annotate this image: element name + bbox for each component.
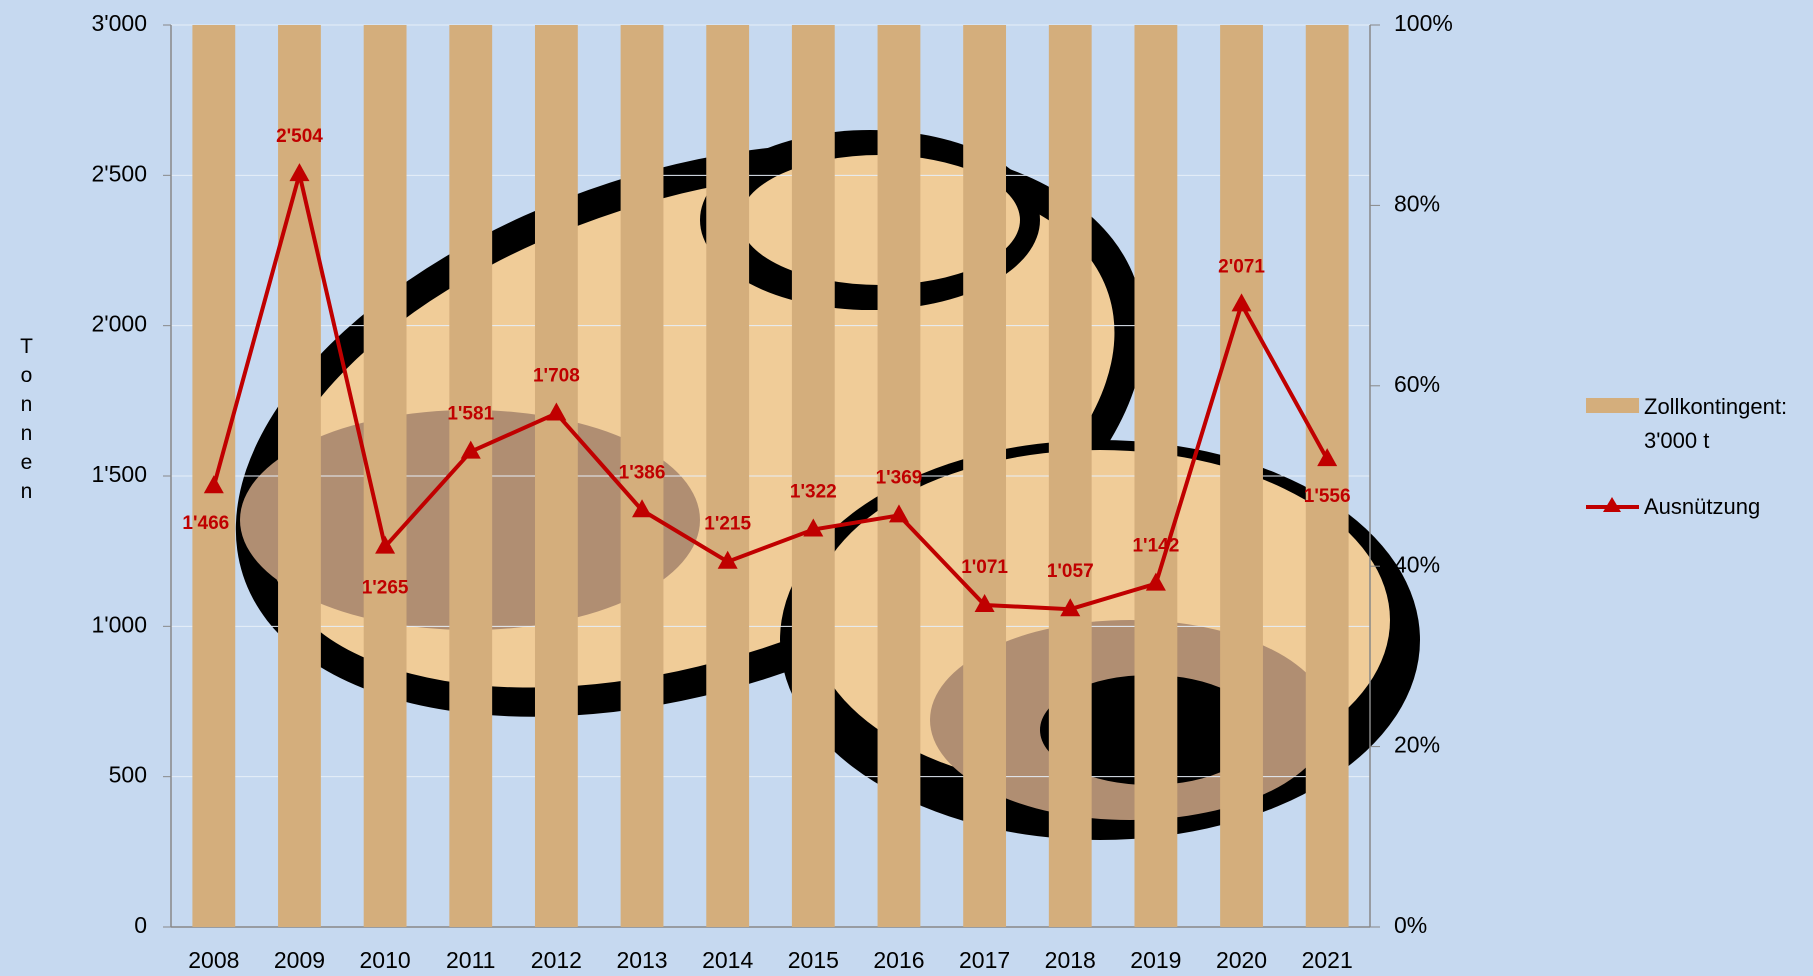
- x-tick-label: 2010: [360, 947, 411, 973]
- marker: [888, 504, 909, 523]
- legend-swatch: [1603, 497, 1621, 512]
- y2-tick-label: 0%: [1394, 912, 1427, 938]
- y-tick-label: 500: [109, 762, 147, 788]
- marker: [1231, 293, 1252, 312]
- marker: [460, 440, 481, 459]
- x-tick-label: 2019: [1130, 947, 1181, 973]
- marker: [632, 499, 653, 518]
- data-label: 1'265: [362, 578, 409, 599]
- marker: [717, 550, 738, 569]
- bar: [1134, 25, 1178, 927]
- data-label: 1'057: [1047, 561, 1094, 582]
- data-label: 2'071: [1218, 256, 1265, 277]
- line: [211, 173, 1329, 612]
- legend-label: Ausnützung: [1644, 494, 1761, 519]
- data-label: 1'142: [1132, 536, 1179, 557]
- x-tick-label: 2016: [873, 947, 924, 973]
- x-tick-label: 2014: [702, 947, 753, 973]
- bar: [877, 25, 921, 927]
- bar: [620, 25, 664, 927]
- y-tick-label: 1'500: [91, 461, 147, 487]
- bar: [1048, 25, 1092, 927]
- data-label: 1'708: [533, 365, 580, 386]
- x-tick-label: 2015: [788, 947, 839, 973]
- marker: [203, 475, 224, 494]
- y-axis-label: Tonnen: [15, 335, 38, 509]
- marker: [1317, 448, 1338, 467]
- bar: [534, 25, 578, 927]
- data-label: 1'369: [876, 467, 923, 488]
- x-tick-label: 2011: [446, 947, 495, 973]
- y-tick-label: 2'500: [91, 160, 147, 186]
- marker: [375, 535, 396, 554]
- x-tick-label: 2018: [1045, 947, 1096, 973]
- marker: [1145, 572, 1166, 591]
- y2-tick-label: 80%: [1394, 190, 1440, 216]
- marker: [974, 593, 995, 612]
- bar: [278, 25, 321, 927]
- bar: [963, 25, 1007, 927]
- data-label: 2'504: [276, 126, 323, 147]
- x-tick-label: 2017: [959, 947, 1010, 973]
- bar: [1305, 25, 1349, 927]
- bar: [706, 25, 750, 927]
- marker: [1060, 598, 1081, 617]
- data-label: 1'466: [182, 513, 229, 534]
- legend-label: Zollkontingent: 3'000 t: [1644, 394, 1788, 453]
- marker: [546, 402, 567, 421]
- x-tick-label: 2013: [616, 947, 667, 973]
- data-label: 1'556: [1304, 486, 1351, 507]
- x-tick-label: 2020: [1216, 947, 1267, 973]
- y-tick-label: 0: [134, 912, 147, 938]
- bar: [1220, 25, 1263, 927]
- x-tick-label: 2009: [274, 947, 325, 973]
- data-label: 1'581: [447, 404, 494, 425]
- data-label: 1'322: [790, 482, 837, 503]
- x-tick-label: 2012: [531, 947, 582, 973]
- bar: [449, 25, 493, 927]
- data-label: 1'071: [961, 557, 1008, 578]
- y-tick-label: 1'000: [91, 611, 147, 637]
- y2-tick-label: 60%: [1394, 371, 1440, 397]
- data-label: 1'386: [619, 462, 666, 483]
- y-tick-label: 3'000: [91, 10, 147, 36]
- y-tick-label: 2'000: [91, 311, 147, 337]
- y2-tick-label: 100%: [1394, 10, 1453, 36]
- y2-tick-label: 40%: [1394, 551, 1440, 577]
- y2-tick-label: 20%: [1394, 732, 1440, 758]
- marker: [289, 163, 310, 182]
- marker: [803, 518, 824, 537]
- legend-swatch: [1586, 398, 1639, 413]
- x-tick-label: 2021: [1302, 947, 1353, 973]
- data-label: 1'215: [704, 514, 751, 535]
- bar: [791, 25, 835, 927]
- x-tick-label: 2008: [188, 947, 239, 973]
